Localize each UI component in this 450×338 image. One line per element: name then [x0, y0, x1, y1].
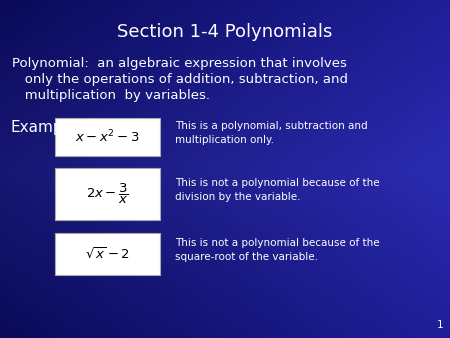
Bar: [55, 233, 160, 275]
Text: only the operations of addition, subtraction, and: only the operations of addition, subtrac…: [12, 73, 348, 86]
Text: Section 1-4 Polynomials: Section 1-4 Polynomials: [117, 23, 333, 41]
Text: Examples:: Examples:: [10, 120, 90, 135]
Bar: [55, 168, 160, 220]
Text: Polynomial:  an algebraic expression that involves: Polynomial: an algebraic expression that…: [12, 57, 347, 70]
Text: This is a polynomial, subtraction and
multiplication only.: This is a polynomial, subtraction and mu…: [175, 121, 368, 145]
Bar: [55, 118, 160, 156]
Text: This is not a polynomial because of the
division by the variable.: This is not a polynomial because of the …: [175, 178, 380, 202]
Text: $2x - \dfrac{3}{x}$: $2x - \dfrac{3}{x}$: [86, 182, 129, 206]
Text: $x - x^2 - 3$: $x - x^2 - 3$: [75, 129, 140, 145]
Text: This is not a polynomial because of the
square-root of the variable.: This is not a polynomial because of the …: [175, 238, 380, 262]
Text: multiplication  by variables.: multiplication by variables.: [12, 89, 210, 102]
Text: 1: 1: [436, 320, 443, 330]
Text: $\sqrt{x} - 2$: $\sqrt{x} - 2$: [85, 246, 130, 262]
